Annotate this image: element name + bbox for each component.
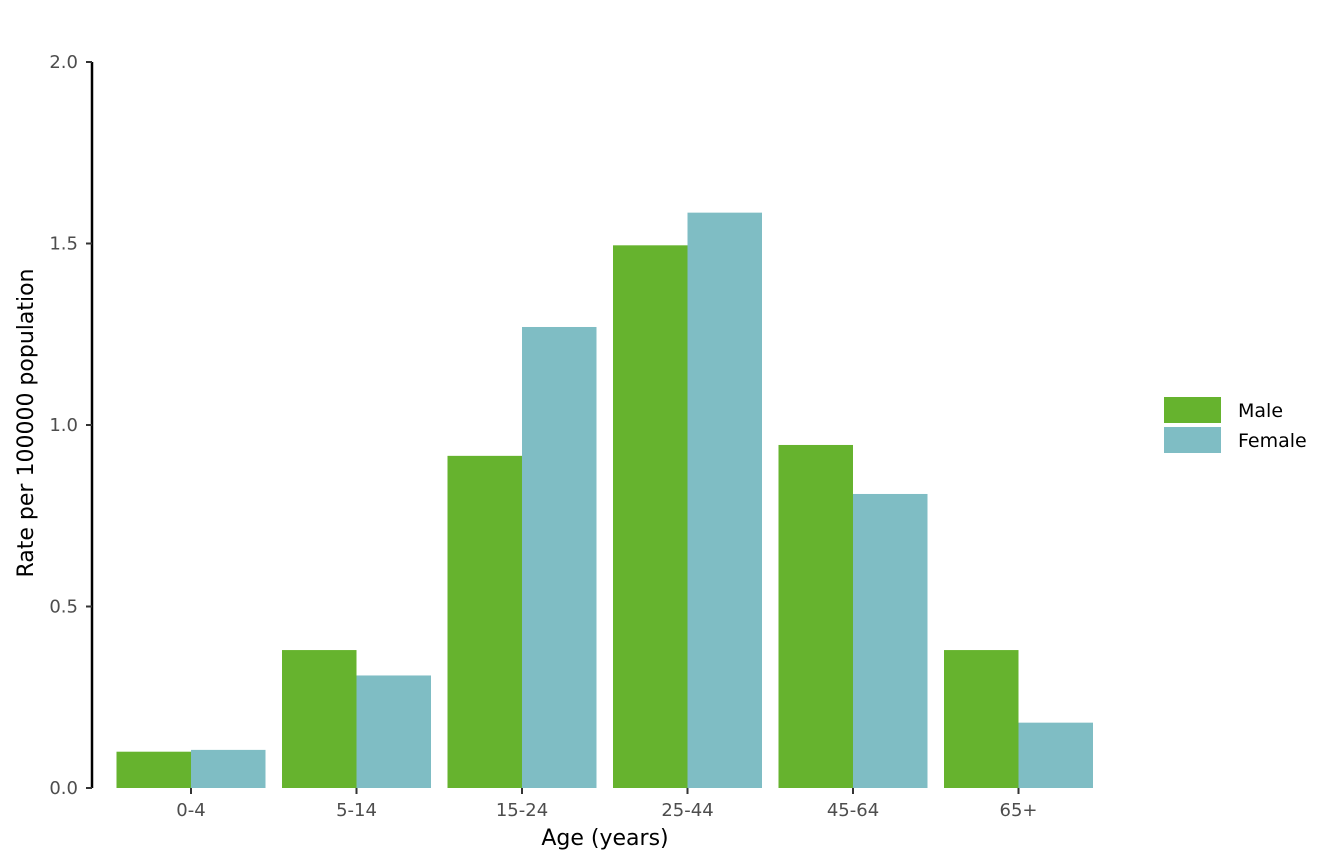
y-tick-label: 2.0 — [49, 52, 78, 73]
bar-male-0-4 — [116, 751, 191, 788]
y-axis-title: Rate per 100000 population — [14, 268, 39, 577]
bar-female-5-14 — [356, 675, 431, 788]
x-tick-label: 65+ — [1000, 800, 1038, 821]
y-tick-label: 0.0 — [49, 778, 78, 799]
legend-swatch-female — [1164, 427, 1221, 453]
x-tick-label: 25-44 — [661, 800, 713, 821]
legend-label-male: Male — [1238, 400, 1283, 422]
x-tick-label: 45-64 — [827, 800, 879, 821]
bar-female-65+ — [1018, 722, 1093, 788]
bar-male-5-14 — [282, 650, 357, 788]
legend-swatch-male — [1164, 397, 1221, 423]
legend-label-female: Female — [1238, 430, 1307, 452]
bar-female-25-44 — [687, 212, 762, 788]
bar-female-45-64 — [853, 493, 928, 788]
y-ticks: 0.0 0.5 1.0 1.5 2.0 — [49, 52, 92, 799]
bars-group — [116, 212, 1093, 788]
bar-male-45-64 — [778, 444, 853, 788]
y-tick-label: 1.0 — [49, 415, 78, 436]
y-tick-label: 1.5 — [49, 234, 78, 255]
bar-male-65+ — [944, 650, 1019, 788]
x-tick-label: 15-24 — [496, 800, 548, 821]
y-axis: 0.0 0.5 1.0 1.5 2.0 — [49, 52, 94, 799]
bar-male-15-24 — [447, 455, 522, 788]
bar-male-25-44 — [613, 245, 688, 788]
legend: Male Female — [1164, 397, 1307, 453]
x-tick-label: 5-14 — [336, 800, 377, 821]
bar-female-0-4 — [191, 749, 266, 788]
x-axis: 0-4 5-14 15-24 25-44 45-64 65+ — [176, 788, 1038, 821]
bar-female-15-24 — [522, 326, 597, 788]
x-axis-title: Age (years) — [541, 826, 668, 851]
x-ticks: 0-4 5-14 15-24 25-44 45-64 65+ — [176, 788, 1038, 821]
y-tick-label: 0.5 — [49, 597, 78, 618]
x-tick-label: 0-4 — [176, 800, 205, 821]
